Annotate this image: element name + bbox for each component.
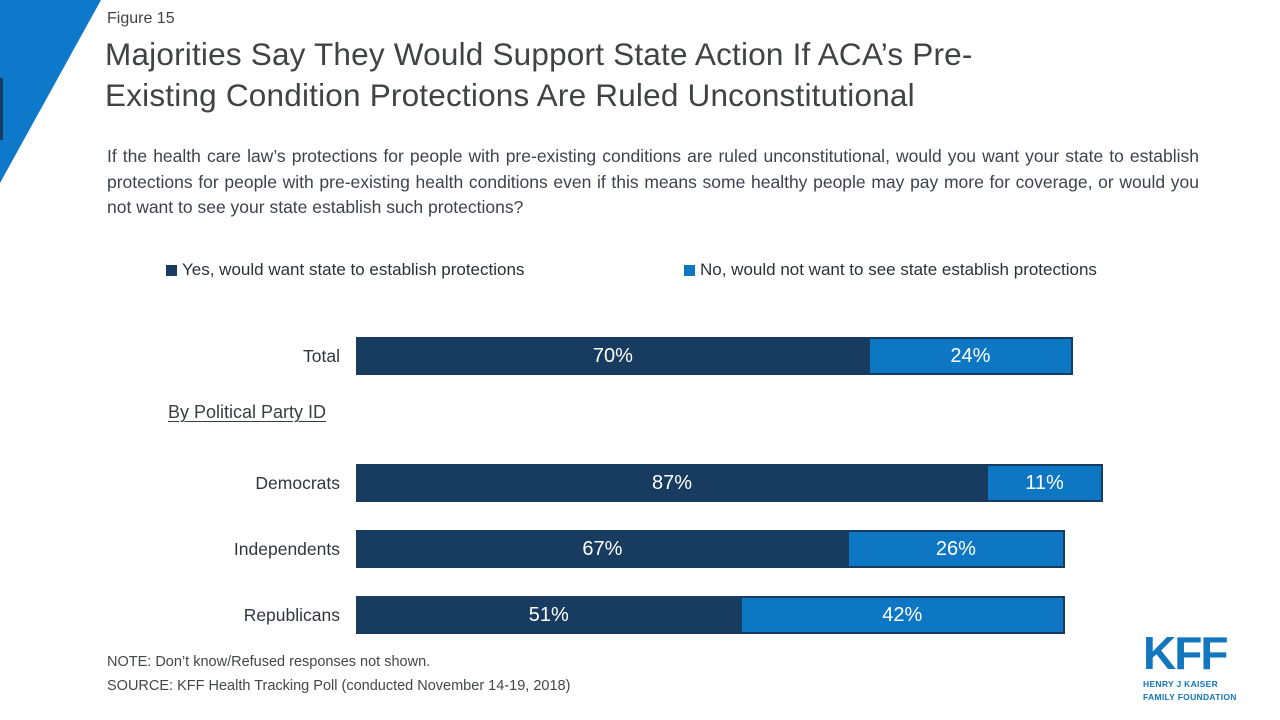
bar-segment-no-total: 24%	[867, 339, 1071, 373]
chart-title-line2: Existing Condition Protections Are Ruled…	[105, 77, 915, 113]
note-text: NOTE: Don’t know/Refused responses not s…	[107, 654, 431, 670]
stacked-bar-independents: 67% 26%	[356, 530, 1065, 568]
category-label-independents: Independents	[233, 539, 340, 559]
figure-number-label: Figure 15	[107, 10, 175, 27]
category-label-democrats: Democrats	[255, 473, 340, 493]
legend-swatch-no-icon	[684, 264, 695, 276]
bar-segment-yes-republicans: 51%	[358, 598, 740, 632]
source-text: SOURCE: KFF Health Tracking Poll (conduc…	[107, 678, 571, 694]
chart-title-line1: Majorities Say They Would Support State …	[105, 36, 973, 72]
bar-segment-no-democrats: 11%	[986, 466, 1101, 500]
category-label-republicans: Republicans	[243, 605, 340, 625]
corner-triangle-decoration	[0, 0, 101, 183]
stacked-bar-democrats: 87% 11%	[356, 464, 1103, 502]
category-label-total: Total	[303, 346, 340, 366]
group-heading-political-party: By Political Party ID	[168, 402, 327, 422]
legend-item-yes: Yes, would want state to establish prote…	[166, 259, 524, 281]
legend-label-no: No, would not want to see state establis…	[700, 260, 1097, 279]
bar-segment-yes-democrats: 87%	[358, 466, 987, 500]
bar-segment-no-republicans: 42%	[739, 598, 1063, 632]
survey-question-text: If the health care law’s protections for…	[107, 146, 1199, 217]
kff-logo-subline1: HENRY J KAISER	[1143, 679, 1219, 689]
legend-item-no: No, would not want to see state establis…	[684, 259, 1097, 281]
bar-segment-no-independents: 26%	[846, 532, 1063, 566]
chart-title: Majorities Say They Would Support State …	[105, 34, 973, 116]
legend-label-yes: Yes, would want state to establish prote…	[182, 260, 525, 279]
kff-logo: KFF HENRY J KAISER FAMILY FOUNDATION	[1143, 630, 1263, 702]
bar-segment-yes-independents: 67%	[358, 532, 847, 566]
stacked-bar-republicans: 51% 42%	[356, 596, 1065, 634]
bar-segment-yes-total: 70%	[358, 339, 868, 373]
kff-logo-subline2: FAMILY FOUNDATION	[1143, 692, 1237, 702]
legend-swatch-yes-icon	[166, 264, 177, 276]
stacked-bar-total: 70% 24%	[356, 337, 1073, 375]
kff-logo-text: KFF	[1143, 627, 1228, 679]
